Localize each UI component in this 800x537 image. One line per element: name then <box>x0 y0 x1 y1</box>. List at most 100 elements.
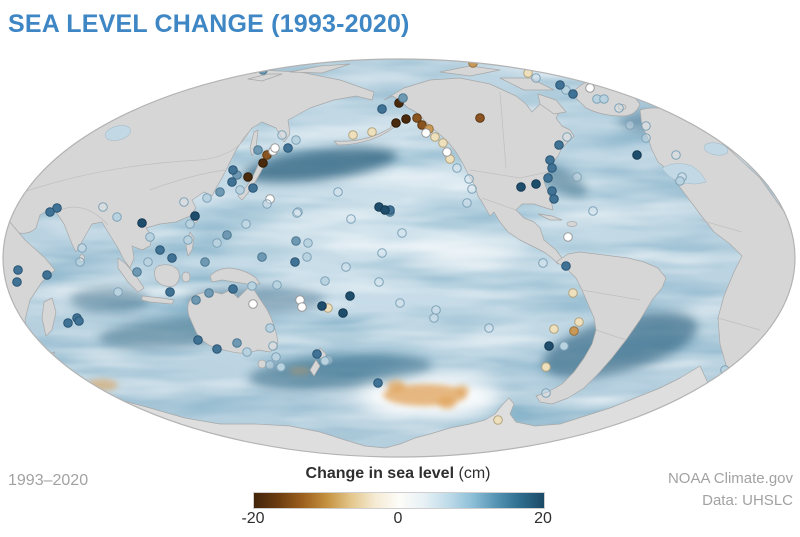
station-dot <box>417 120 427 130</box>
station-dot <box>283 143 293 153</box>
station-dot <box>297 302 307 312</box>
station-dot <box>599 94 609 104</box>
station-dot <box>338 308 348 318</box>
station-dot <box>431 305 441 315</box>
station-dot <box>549 324 559 334</box>
station-dot <box>143 257 153 267</box>
station-dot <box>398 93 408 103</box>
station-dot <box>562 132 572 142</box>
station-dot <box>467 184 477 194</box>
station-dot <box>614 103 624 113</box>
station-dot <box>554 140 564 150</box>
station-dot <box>438 138 448 148</box>
station-dot <box>291 135 301 145</box>
station-dot <box>202 193 212 203</box>
station-dot <box>531 179 541 189</box>
station-dot <box>291 236 301 246</box>
station-dot <box>312 349 322 359</box>
page-title: SEA LEVEL CHANGE (1993-2020) <box>8 10 410 38</box>
station-dot <box>625 120 635 130</box>
station-dot <box>348 130 358 140</box>
station-dot <box>442 147 452 157</box>
station-dot <box>574 317 584 327</box>
tick-min: -20 <box>241 510 265 527</box>
station-dot <box>572 172 582 182</box>
station-dot <box>265 194 275 204</box>
station-dot <box>98 202 108 212</box>
station-dot <box>13 265 23 275</box>
station-dot <box>248 299 258 309</box>
station-dot <box>346 214 356 224</box>
station-dot <box>241 219 251 229</box>
station-dot <box>155 245 165 255</box>
station-dot <box>538 258 548 268</box>
credit-data: Data: UHSLC <box>702 492 793 509</box>
colorbar-ticks: -20 0 20 <box>241 510 551 530</box>
station-dot <box>227 177 237 187</box>
station-dot <box>63 318 73 328</box>
station-dot <box>541 388 551 398</box>
station-dot <box>345 291 355 301</box>
station-dot <box>212 238 222 248</box>
station-dot <box>568 288 578 298</box>
station-dot <box>45 207 55 217</box>
station-dot <box>270 143 280 153</box>
station-dot <box>276 362 286 372</box>
station-dot <box>200 257 210 267</box>
station-dot <box>302 252 312 262</box>
station-dot <box>544 341 554 351</box>
station-dot <box>52 203 62 213</box>
station-dot <box>137 218 147 228</box>
station-dot <box>112 212 122 222</box>
map-outline <box>2 58 796 458</box>
station-dot <box>179 197 189 207</box>
credit-source: NOAA Climate.gov <box>667 470 793 487</box>
station-dot <box>401 114 411 124</box>
station-dot <box>395 298 405 308</box>
station-dot <box>377 248 387 258</box>
station-dot <box>397 228 407 238</box>
station-dot <box>183 235 193 245</box>
station-dot <box>190 211 200 221</box>
legend-title: Change in sea level (cm) <box>305 465 491 482</box>
station-dot <box>277 130 287 140</box>
station-dot <box>545 155 555 165</box>
station-dot <box>271 352 281 362</box>
station-dot <box>588 206 598 216</box>
station-dot <box>292 208 302 218</box>
station-dot <box>475 113 485 123</box>
station-dot <box>317 301 327 311</box>
station-dot <box>235 185 245 195</box>
station-dot <box>232 338 242 348</box>
station-dot <box>421 128 431 138</box>
station-dot <box>165 287 175 297</box>
station-dot <box>374 277 384 287</box>
tick-mid: 0 <box>393 510 403 527</box>
station-dot <box>258 158 268 168</box>
station-dot <box>671 150 681 160</box>
station-dot <box>132 267 142 277</box>
legend-unit: (cm) <box>458 465 491 482</box>
station-dot <box>265 323 275 333</box>
station-dot <box>555 80 565 90</box>
station-dot <box>303 238 313 248</box>
station-dot <box>243 172 253 182</box>
station-dot <box>212 344 222 354</box>
station-dot <box>543 173 553 183</box>
station-dot <box>380 205 390 215</box>
landmass-north-america <box>383 77 575 265</box>
station-dot <box>430 132 440 142</box>
station-dot <box>484 323 494 333</box>
station-dot <box>547 163 557 173</box>
station-dot <box>257 252 267 262</box>
landmass-south-america <box>535 251 667 405</box>
station-dot <box>320 356 330 366</box>
station-dot <box>452 163 462 173</box>
station-dot <box>412 113 422 123</box>
station-dots <box>12 59 730 425</box>
station-dot <box>516 182 526 192</box>
station-dot <box>193 335 203 345</box>
station-dot <box>262 199 272 209</box>
